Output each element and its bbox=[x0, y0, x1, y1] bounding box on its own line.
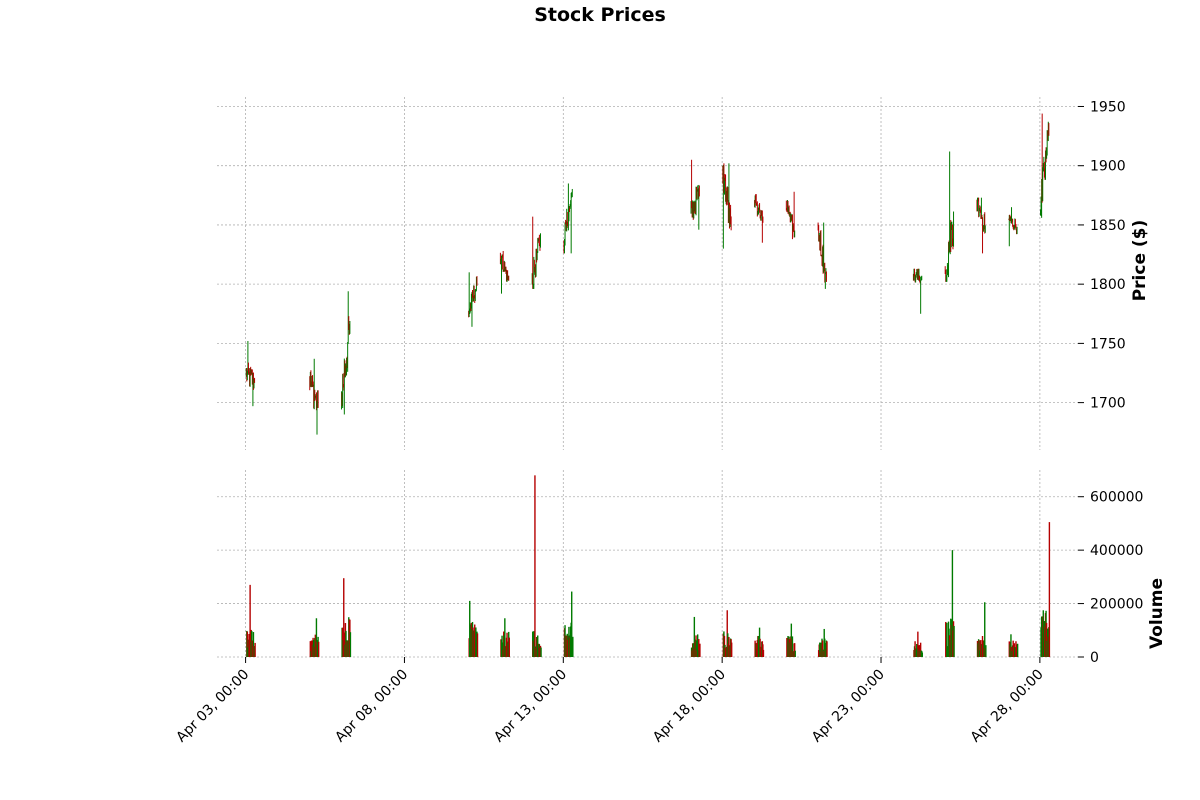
volume-bar bbox=[1042, 610, 1044, 657]
volume-bar bbox=[762, 649, 765, 657]
volume-bar bbox=[946, 622, 948, 657]
volume-bar bbox=[693, 616, 696, 657]
volume-bar bbox=[757, 635, 760, 657]
volume-bar bbox=[985, 645, 987, 657]
volume-bar bbox=[309, 641, 312, 657]
price-candles bbox=[245, 113, 1050, 435]
x-tick-label: Apr 08, 00:00 bbox=[332, 667, 411, 746]
volume-bar bbox=[349, 632, 352, 657]
volume-bar bbox=[951, 550, 954, 657]
volume-axis-label: Volume bbox=[1147, 578, 1167, 649]
volume-bar bbox=[1010, 634, 1012, 657]
chart-title: Stock Prices bbox=[534, 4, 666, 26]
volume-bar bbox=[317, 641, 320, 657]
volume-bar bbox=[501, 642, 504, 657]
volume-bar bbox=[540, 647, 542, 657]
volume-bar bbox=[916, 644, 918, 657]
x-tick-label: Apr 18, 00:00 bbox=[650, 667, 729, 746]
volume-bar bbox=[978, 640, 980, 657]
volume-bar bbox=[984, 602, 986, 657]
x-tick-label: Apr 03, 00:00 bbox=[173, 667, 252, 746]
volume-tick-label: 200000 bbox=[1090, 597, 1143, 613]
volume-bar bbox=[249, 584, 251, 657]
volume-bar bbox=[537, 635, 539, 657]
volume-bar bbox=[794, 650, 796, 657]
volume-bar bbox=[343, 578, 345, 657]
volume-bar bbox=[919, 642, 922, 657]
volume-bar bbox=[695, 640, 698, 657]
volume-bar bbox=[1048, 522, 1051, 657]
volume-bar bbox=[759, 638, 761, 657]
price-tick-label: 1700 bbox=[1090, 396, 1126, 412]
volume-bar bbox=[921, 652, 924, 657]
volume-bars bbox=[246, 475, 1051, 657]
volume-bar bbox=[1045, 622, 1048, 657]
volume-bar bbox=[571, 591, 573, 657]
volume-bar bbox=[945, 621, 947, 657]
volume-bar bbox=[793, 643, 796, 657]
volume-tick-label: 0 bbox=[1090, 650, 1099, 666]
volume-bar bbox=[572, 636, 574, 657]
volume-bar bbox=[1016, 643, 1019, 657]
volume-bar bbox=[504, 618, 506, 657]
volume-bar bbox=[917, 631, 919, 657]
volume-bar bbox=[819, 642, 821, 657]
volume-bar bbox=[696, 634, 699, 657]
price-tick-label: 1950 bbox=[1090, 99, 1126, 115]
volume-bar bbox=[730, 642, 733, 657]
volume-bar bbox=[315, 618, 318, 657]
price-tick-label: 1850 bbox=[1090, 218, 1126, 234]
volume-bar bbox=[953, 625, 955, 657]
volume-bar bbox=[791, 636, 794, 657]
x-tick-label: Apr 28, 00:00 bbox=[968, 667, 1047, 746]
price-tick-label: 1750 bbox=[1090, 336, 1126, 352]
price-tick-label: 1900 bbox=[1090, 159, 1126, 175]
grid-layer bbox=[217, 97, 1078, 658]
volume-bar bbox=[826, 641, 828, 657]
volume-bar bbox=[252, 632, 255, 657]
volume-bar bbox=[699, 643, 701, 657]
volume-tick-label: 400000 bbox=[1090, 543, 1143, 559]
volume-bar bbox=[821, 640, 824, 657]
price-axis-label: Price ($) bbox=[1130, 220, 1150, 302]
volume-bar bbox=[534, 475, 536, 657]
x-tick-label: Apr 13, 00:00 bbox=[491, 667, 570, 746]
volume-bar bbox=[476, 633, 479, 657]
volume-tick-label: 600000 bbox=[1090, 490, 1143, 506]
x-tick-label: Apr 23, 00:00 bbox=[809, 667, 888, 746]
volume-bar bbox=[508, 637, 510, 657]
volume-bar bbox=[254, 642, 256, 657]
volume-bar bbox=[698, 639, 700, 657]
price-tick-label: 1800 bbox=[1090, 277, 1126, 293]
volume-bar bbox=[246, 631, 249, 657]
volume-bar bbox=[824, 638, 826, 657]
